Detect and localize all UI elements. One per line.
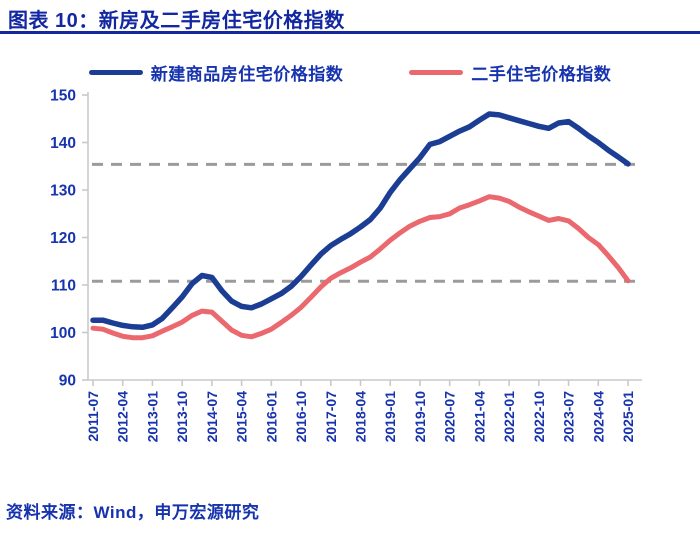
- x-tick-label: 2023-07: [561, 391, 577, 443]
- y-tick-label: 90: [59, 373, 76, 390]
- x-tick-label: 2013-01: [144, 391, 160, 443]
- figure-title: 图表 10：新房及二手房住宅价格指数: [8, 10, 345, 32]
- x-tick-label: 2018-04: [353, 391, 369, 443]
- y-tick-label: 100: [50, 325, 76, 342]
- legend-label-secondhand: 二手住宅价格指数: [471, 64, 612, 84]
- y-tick-label: 130: [50, 183, 76, 200]
- x-tick-label: 2016-01: [263, 391, 279, 443]
- x-tick-label: 2013-10: [174, 391, 190, 443]
- x-tick-label: 2016-10: [293, 391, 309, 443]
- x-tick-label: 2019-01: [382, 391, 398, 443]
- line-new-home-index: [90, 111, 631, 331]
- x-tick-label: 2020-07: [442, 391, 458, 443]
- legend-item-new-home-index: 新建商品房住宅价格指数: [88, 60, 344, 85]
- y-tick-label: 110: [51, 278, 76, 295]
- y-tick-label: 150: [50, 88, 76, 105]
- x-tick-label: 2011-07: [85, 391, 101, 442]
- legend-line-swatch-new-home: [88, 69, 143, 75]
- x-tick-label: 2015-04: [234, 391, 250, 443]
- x-tick-label: 2014-07: [204, 391, 220, 443]
- x-tick-label: 2024-04: [590, 391, 606, 443]
- title-underline: [0, 31, 700, 34]
- x-tick-label: 2012-04: [115, 391, 131, 443]
- x-tick-label: 2022-01: [501, 391, 517, 443]
- y-tick-label: 120: [50, 230, 76, 247]
- x-tick-label: 2022-10: [531, 391, 547, 443]
- legend-item-secondhand-index: 二手住宅价格指数: [409, 60, 611, 85]
- legend-label-new-home: 新建商品房住宅价格指数: [150, 64, 344, 84]
- source-note: 资料来源：Wind，申万宏源研究: [6, 503, 260, 522]
- chart-legend: 新建商品房住宅价格指数 二手住宅价格指数: [0, 58, 700, 86]
- x-tick-label: 2025-01: [620, 391, 636, 443]
- y-tick-label: 140: [50, 135, 76, 152]
- legend-line-swatch-secondhand: [409, 69, 464, 75]
- x-tick-label: 2017-07: [323, 391, 339, 443]
- line-secondhand-index: [90, 194, 631, 341]
- x-tick-label: 2021-04: [471, 391, 487, 443]
- x-tick-label: 2019-10: [412, 391, 428, 443]
